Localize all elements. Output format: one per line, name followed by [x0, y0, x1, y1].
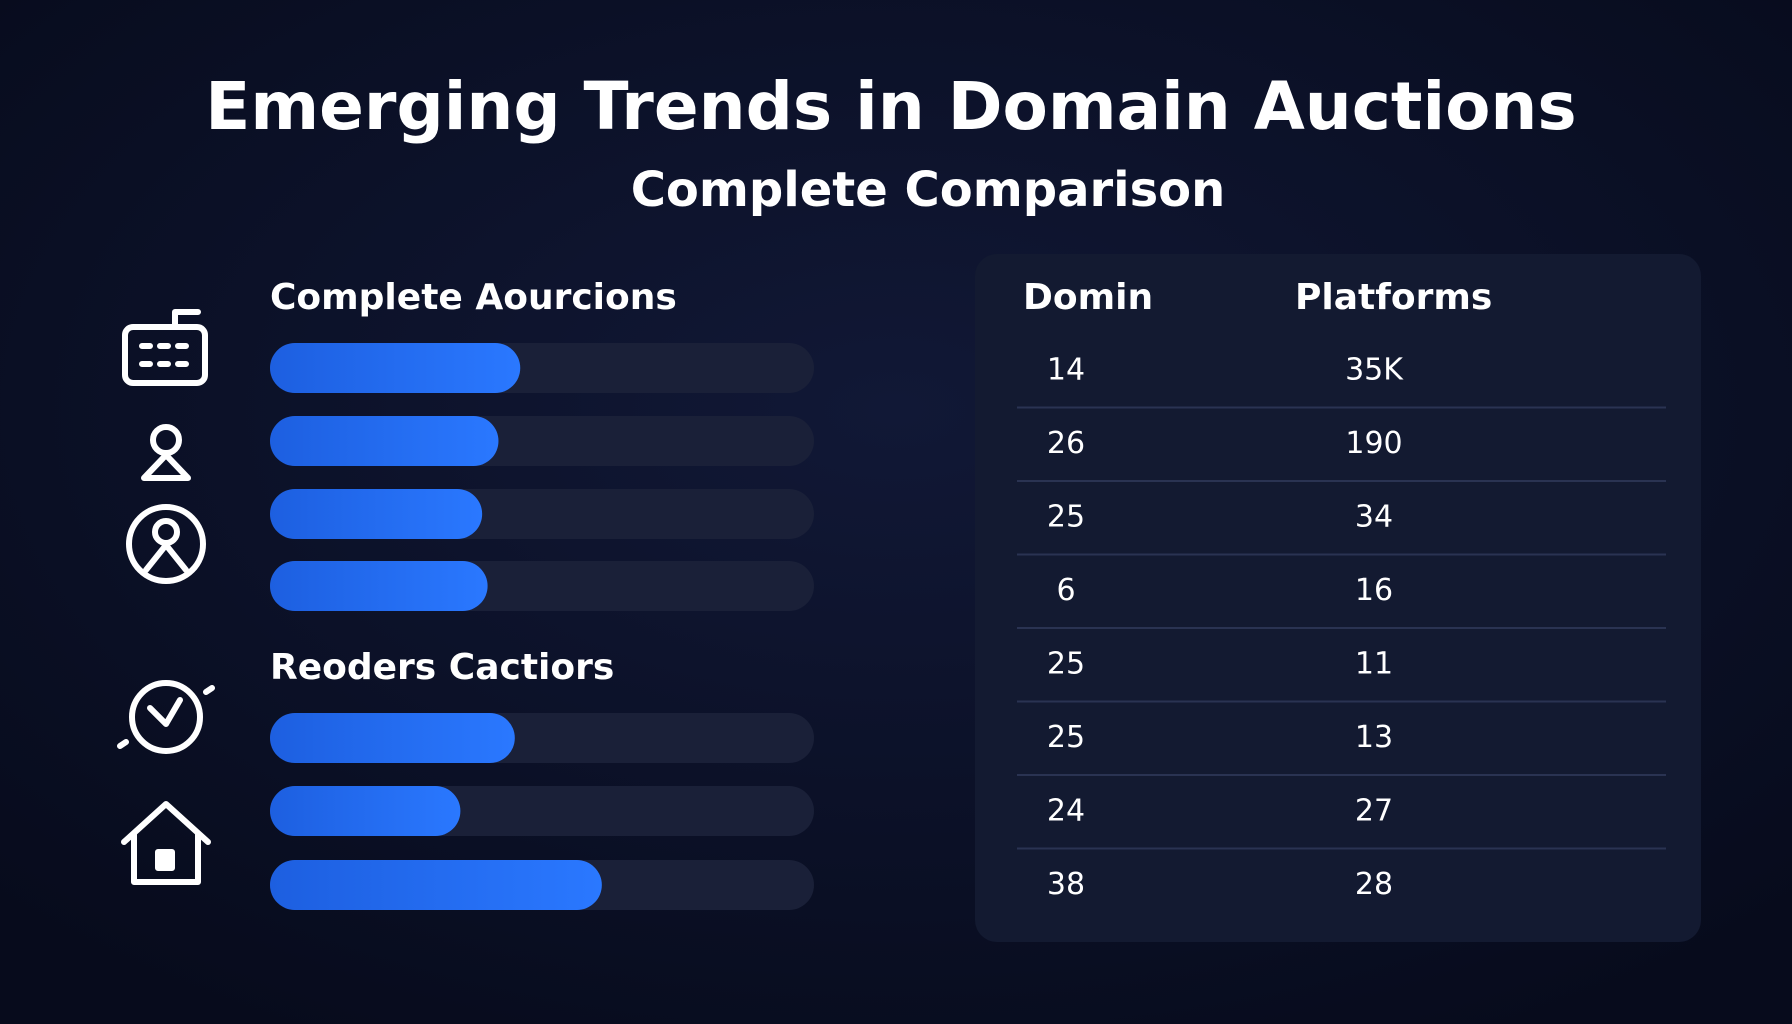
home-icon: [121, 801, 211, 885]
bar-fill: [270, 713, 515, 763]
table-cell: 28: [1355, 867, 1393, 902]
table-cell: 11: [1355, 647, 1393, 682]
section-label: Reoders Cactiors: [270, 647, 614, 688]
table-panel: [975, 254, 1701, 942]
table-cell: 13: [1355, 720, 1393, 755]
clock-icon: [117, 680, 215, 754]
table-cell: 16: [1355, 573, 1393, 608]
table-cell: 27: [1355, 794, 1393, 829]
subtitle: Complete Comparison: [631, 162, 1226, 218]
table-cell: 25: [1047, 500, 1085, 535]
table-cell: 35K: [1345, 353, 1404, 388]
table-header: Domin: [1023, 277, 1153, 318]
keyboard-icon: [122, 309, 208, 386]
table-cell: 24: [1047, 794, 1085, 829]
bar-fill: [270, 561, 488, 611]
title: Emerging Trends in Domain Auctions: [205, 68, 1576, 145]
table-cell: 6: [1056, 573, 1075, 608]
section-label: Complete Aourcions: [270, 277, 677, 318]
bar-fill: [270, 786, 461, 836]
table-cell: 14: [1047, 353, 1085, 388]
table-cell: 25: [1047, 720, 1085, 755]
table-cell: 25: [1047, 647, 1085, 682]
bar-fill: [270, 489, 483, 539]
table-cell: 26: [1047, 426, 1085, 461]
bar-fill: [270, 343, 521, 393]
table-cell: 34: [1355, 500, 1393, 535]
user-icon: [141, 424, 191, 481]
bar-fill: [270, 416, 499, 466]
table-header: Platforms: [1295, 277, 1492, 318]
table-cell: 38: [1047, 867, 1085, 902]
bar-fill: [270, 860, 602, 910]
icons: [117, 309, 215, 885]
profile-icon: [126, 504, 206, 584]
table-cell: 190: [1345, 426, 1402, 461]
